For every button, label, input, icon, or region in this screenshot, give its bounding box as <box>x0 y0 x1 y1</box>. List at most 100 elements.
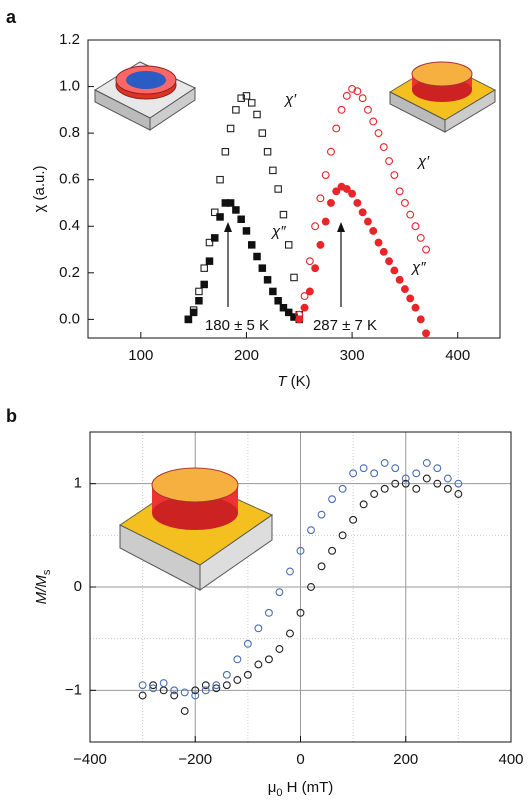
marker <box>358 94 367 103</box>
arrow-head <box>337 222 345 232</box>
marker <box>205 257 214 265</box>
marker <box>216 175 224 184</box>
marker <box>332 124 341 133</box>
marker <box>221 148 230 156</box>
marker <box>369 117 378 126</box>
x-axis-label-pre: μ <box>268 779 277 796</box>
y-tick-label: 0.0 <box>59 310 80 327</box>
marker <box>443 474 452 483</box>
x-axis-label-var: T <box>277 373 288 390</box>
y-axis-label: M/Ms <box>33 569 53 604</box>
marker <box>385 157 394 166</box>
marker <box>374 238 383 247</box>
marker <box>300 292 309 301</box>
marker <box>316 240 325 249</box>
marker <box>242 227 251 235</box>
x-tick-label: 300 <box>340 347 365 364</box>
marker <box>253 110 261 119</box>
marker <box>422 245 431 254</box>
marker <box>307 526 315 535</box>
marker <box>253 252 261 261</box>
inset-gold-disk <box>388 61 497 133</box>
marker <box>349 469 358 478</box>
marker <box>170 691 179 700</box>
x-axis-label: T (K) <box>277 373 310 390</box>
series-label: χ″ <box>270 223 286 240</box>
marker <box>191 686 200 695</box>
marker <box>300 303 309 312</box>
y-tick-label: 1.2 <box>59 31 80 48</box>
marker <box>184 315 193 324</box>
marker <box>400 199 409 207</box>
marker <box>279 303 288 312</box>
marker <box>269 166 277 175</box>
marker <box>200 280 208 289</box>
marker <box>149 684 158 693</box>
marker <box>454 479 463 488</box>
marker <box>379 143 388 152</box>
marker <box>395 187 404 196</box>
panel-label: b <box>6 406 17 426</box>
marker <box>433 479 442 488</box>
marker <box>226 199 235 207</box>
marker <box>232 206 240 214</box>
marker <box>311 222 320 231</box>
x-axis-label: μ0 H (mT) <box>268 779 334 799</box>
marker <box>433 464 442 473</box>
marker <box>317 510 326 519</box>
marker <box>264 608 273 617</box>
marker <box>391 464 400 473</box>
x-tick-label: 400 <box>498 751 523 768</box>
marker <box>328 546 337 555</box>
marker <box>307 583 315 591</box>
x-axis-label-sub: 0 <box>276 787 282 799</box>
marker <box>275 645 284 653</box>
y-tick-label: 0.4 <box>59 217 80 234</box>
marker <box>201 681 210 690</box>
marker <box>316 194 325 203</box>
marker <box>332 187 341 196</box>
marker <box>258 129 267 137</box>
marker <box>406 210 415 219</box>
series-label: χ′ <box>416 153 430 170</box>
marker <box>264 655 273 664</box>
marker <box>254 624 263 633</box>
marker <box>205 238 214 247</box>
marker <box>237 215 245 224</box>
marker <box>222 670 231 679</box>
marker <box>349 515 358 524</box>
y-axis-label-sub: s <box>41 569 53 575</box>
marker <box>337 105 346 114</box>
marker <box>422 329 431 338</box>
plot-frame <box>89 431 512 743</box>
marker <box>412 469 421 478</box>
marker <box>363 105 372 114</box>
marker <box>305 287 314 296</box>
marker <box>353 87 362 96</box>
marker <box>395 275 404 284</box>
marker <box>200 264 208 272</box>
marker <box>401 474 410 483</box>
marker <box>401 479 410 488</box>
marker <box>327 199 335 207</box>
marker <box>342 91 351 100</box>
marker <box>195 287 203 296</box>
marker <box>233 676 242 684</box>
marker <box>286 567 294 576</box>
marker <box>258 264 267 272</box>
marker <box>189 308 198 317</box>
marker <box>180 688 189 697</box>
marker <box>400 285 409 294</box>
marker <box>222 681 231 690</box>
inset-gold-disk <box>119 467 274 591</box>
marker <box>233 655 242 664</box>
marker <box>159 679 168 688</box>
marker <box>338 484 347 493</box>
marker <box>290 273 298 282</box>
y-tick-label: 0.2 <box>59 264 80 281</box>
marker <box>170 686 179 695</box>
marker <box>195 296 203 305</box>
y-tick-label: 0.8 <box>59 124 80 141</box>
marker <box>232 106 240 114</box>
